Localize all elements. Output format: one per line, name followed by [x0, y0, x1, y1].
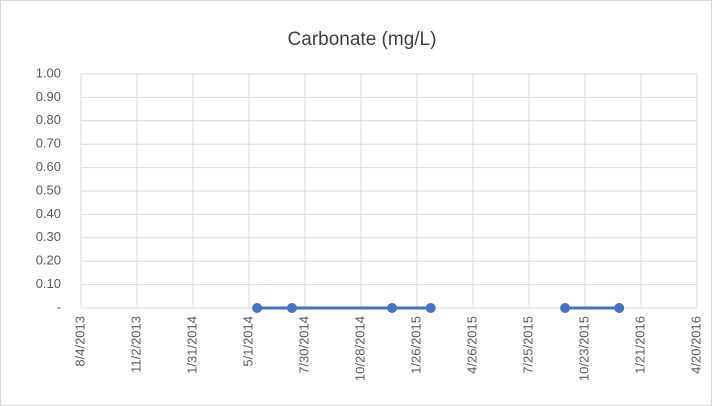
x-tick-label: 1/26/2015: [408, 316, 423, 374]
x-tick-label: 8/4/2013: [72, 316, 87, 367]
data-point: [614, 303, 625, 313]
x-tick-label: 10/23/2015: [576, 316, 591, 381]
x-tick-label: 11/2/2013: [128, 316, 143, 373]
y-tick-label: 0.80: [36, 112, 61, 127]
y-tick-label: 0.50: [36, 182, 61, 197]
x-tick-label: 4/26/2015: [464, 316, 479, 374]
data-point: [252, 303, 263, 313]
data-point: [286, 303, 297, 313]
x-tick-label: 7/30/2014: [296, 316, 311, 374]
data-point: [387, 303, 398, 313]
data-point: [560, 303, 571, 313]
chart-title: Carbonate (mg/L): [288, 29, 437, 50]
y-tick-label: 0.90: [36, 89, 61, 104]
x-tick-label: 10/28/2014: [352, 316, 367, 381]
y-tick-label: 1.00: [36, 65, 61, 80]
y-tick-label: 0.30: [36, 229, 61, 244]
y-tick-label: 0.70: [36, 136, 61, 151]
x-tick-label: 4/20/2016: [688, 316, 703, 374]
data-point: [425, 303, 436, 313]
y-tick-label: 0.60: [36, 159, 61, 174]
y-tick-label: 0.20: [36, 253, 61, 268]
y-tick-label: -: [57, 299, 61, 314]
x-tick-label: 5/1/2014: [240, 316, 255, 367]
y-tick-label: 0.10: [36, 276, 61, 291]
y-tick-label: 0.40: [36, 206, 61, 221]
x-tick-label: 1/21/2016: [632, 316, 647, 374]
x-tick-label: 1/31/2014: [184, 316, 199, 374]
x-tick-label: 7/25/2015: [520, 316, 535, 374]
